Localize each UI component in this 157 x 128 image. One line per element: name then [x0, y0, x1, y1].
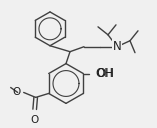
Text: OH: OH	[95, 67, 113, 80]
Text: N: N	[113, 40, 121, 53]
Text: O: O	[12, 87, 21, 97]
Text: O: O	[31, 115, 39, 125]
Text: OH: OH	[96, 67, 114, 80]
